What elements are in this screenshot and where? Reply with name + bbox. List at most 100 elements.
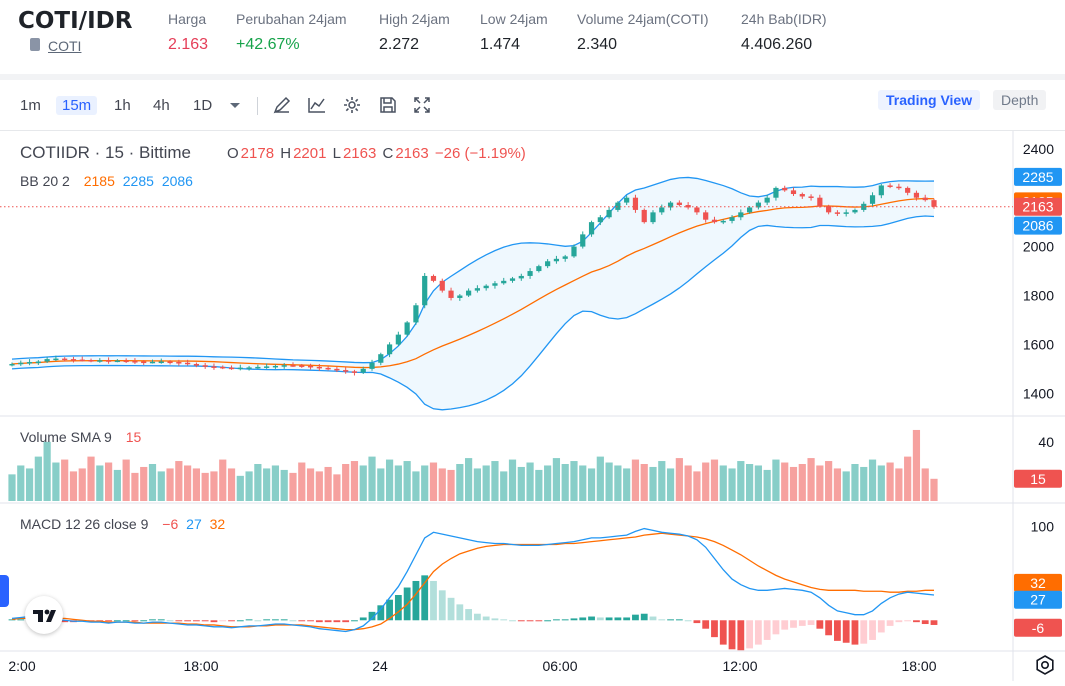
indicator-icon[interactable] bbox=[306, 94, 328, 116]
volume-bar bbox=[631, 459, 640, 501]
macd-histogram-bar bbox=[517, 620, 525, 622]
timeframe-1m[interactable]: 1m bbox=[20, 97, 41, 114]
draw-icon[interactable] bbox=[271, 94, 293, 116]
candle-body bbox=[676, 202, 682, 206]
timeframe-1d[interactable]: 1D bbox=[193, 97, 213, 114]
volume-bar bbox=[104, 462, 113, 501]
candle-body bbox=[896, 186, 902, 189]
timeframe-1h[interactable]: 1h bbox=[114, 97, 131, 114]
candle-body bbox=[597, 217, 603, 223]
macd-histogram-bar bbox=[579, 617, 587, 621]
macd-histogram-bar bbox=[324, 620, 332, 623]
save-icon[interactable] bbox=[377, 94, 399, 116]
macd-histogram-bar bbox=[834, 620, 841, 641]
candle-body bbox=[667, 202, 674, 208]
candle-body bbox=[492, 283, 498, 286]
candle-body bbox=[509, 278, 516, 281]
volume-tick-label: 40 bbox=[1038, 434, 1054, 450]
macd-histogram-bar bbox=[166, 620, 174, 622]
depth-button[interactable]: Depth bbox=[993, 90, 1047, 110]
candle-body bbox=[834, 212, 841, 214]
asset-info-link[interactable]: COTI bbox=[48, 38, 82, 54]
chart-settings-icon[interactable] bbox=[1034, 654, 1056, 676]
candle-body bbox=[738, 212, 744, 218]
candle-body bbox=[711, 219, 718, 223]
volume-bar bbox=[421, 465, 429, 501]
volume-bar bbox=[789, 466, 798, 501]
macd-histogram-bar bbox=[105, 620, 112, 622]
macd-histogram-bar bbox=[193, 620, 200, 622]
price-tick-label: 1800 bbox=[1023, 288, 1054, 304]
volume-bar bbox=[61, 459, 69, 501]
candle-body bbox=[246, 367, 252, 369]
volume-bar bbox=[675, 458, 683, 501]
time-axis-label: 24 bbox=[372, 658, 388, 674]
volume-badge: 15 bbox=[1030, 471, 1046, 487]
macd-signal-badge-bg bbox=[1014, 573, 1062, 592]
chevron-down-icon[interactable] bbox=[224, 94, 246, 116]
volume-bar bbox=[69, 471, 78, 501]
bb-basis-value: 2185 bbox=[83, 173, 115, 189]
tradingview-logo[interactable] bbox=[25, 596, 63, 634]
trading-view-button[interactable]: Trading View bbox=[878, 90, 981, 110]
volume-bar bbox=[438, 468, 446, 501]
candle-body bbox=[26, 362, 33, 364]
fullscreen-icon[interactable] bbox=[411, 94, 433, 116]
macd-histogram-bar bbox=[614, 617, 622, 621]
volume-bar bbox=[368, 456, 376, 501]
volume-bar bbox=[816, 465, 824, 501]
chart-area[interactable]: 2400 2000 1800 1600 1400 2285 2185 2163 2086 40 15… bbox=[0, 131, 1065, 681]
macd-histogram-bar bbox=[869, 620, 876, 640]
macd-histogram-bar bbox=[113, 620, 121, 622]
macd-histogram-bar bbox=[236, 620, 244, 622]
volume-bar bbox=[359, 465, 367, 501]
price-chart[interactable]: 2400 2000 1800 1600 1400 2285 2185 2163 2086 40 15… bbox=[0, 131, 1065, 681]
price-tick-label: 1400 bbox=[1023, 385, 1054, 401]
macd-histogram-bar bbox=[640, 613, 648, 621]
document-icon bbox=[30, 38, 40, 51]
candle-body bbox=[448, 290, 454, 298]
macd-histogram-bar bbox=[570, 618, 578, 621]
macd-histogram-bar bbox=[17, 619, 25, 621]
macd-histogram-bar bbox=[157, 619, 165, 621]
macd-hist-value: −6 bbox=[162, 516, 179, 532]
macd-histogram-bar bbox=[737, 620, 745, 651]
volume-bar bbox=[904, 456, 912, 501]
stat-label: Harga bbox=[168, 11, 207, 27]
last-price-badge-bg bbox=[1014, 197, 1062, 216]
candle-body bbox=[931, 200, 937, 207]
price-tick-label: 1600 bbox=[1023, 336, 1054, 352]
bb-legend: BB 20 2 2185 2285 2086 bbox=[20, 173, 193, 189]
stat-value: 2.340 bbox=[577, 36, 618, 53]
macd-histogram-bar bbox=[386, 599, 393, 621]
macd-histogram-bar bbox=[228, 620, 235, 622]
candle-body bbox=[44, 359, 50, 362]
stat-value: 2.272 bbox=[379, 36, 420, 53]
macd-histogram-bar bbox=[553, 619, 560, 621]
macd-histogram-bar bbox=[307, 620, 314, 622]
macd-histogram-bar bbox=[201, 620, 209, 622]
panel-collapse-handle[interactable] bbox=[0, 575, 9, 607]
timeframe-4h[interactable]: 4h bbox=[153, 97, 170, 114]
candle-body bbox=[35, 361, 41, 364]
candle-body bbox=[149, 361, 156, 364]
ohlc-legend: O 2178 H 2201 L 2163 C 2163 −26 (−1.19%) bbox=[227, 145, 528, 162]
stat-label: Perubahan 24jam bbox=[236, 11, 347, 27]
macd-histogram-bar bbox=[904, 620, 912, 622]
candle-body bbox=[817, 197, 823, 207]
candle-body bbox=[378, 354, 384, 363]
bb-lower-badge: 2086 bbox=[1022, 218, 1053, 234]
high-label: H bbox=[280, 145, 292, 162]
bb-lower-badge-bg bbox=[1014, 216, 1062, 235]
candle-body bbox=[167, 361, 173, 364]
gear-icon[interactable] bbox=[341, 94, 363, 116]
candle-body bbox=[887, 185, 893, 187]
bb-fill bbox=[12, 177, 934, 410]
volume-bar bbox=[596, 456, 604, 501]
candle-body bbox=[255, 366, 261, 369]
timeframe-15m[interactable]: 15m bbox=[56, 96, 98, 115]
volume-bar bbox=[131, 472, 139, 501]
volume-bar bbox=[702, 462, 710, 501]
volume-bar bbox=[482, 465, 490, 501]
volume-bar bbox=[306, 468, 315, 501]
